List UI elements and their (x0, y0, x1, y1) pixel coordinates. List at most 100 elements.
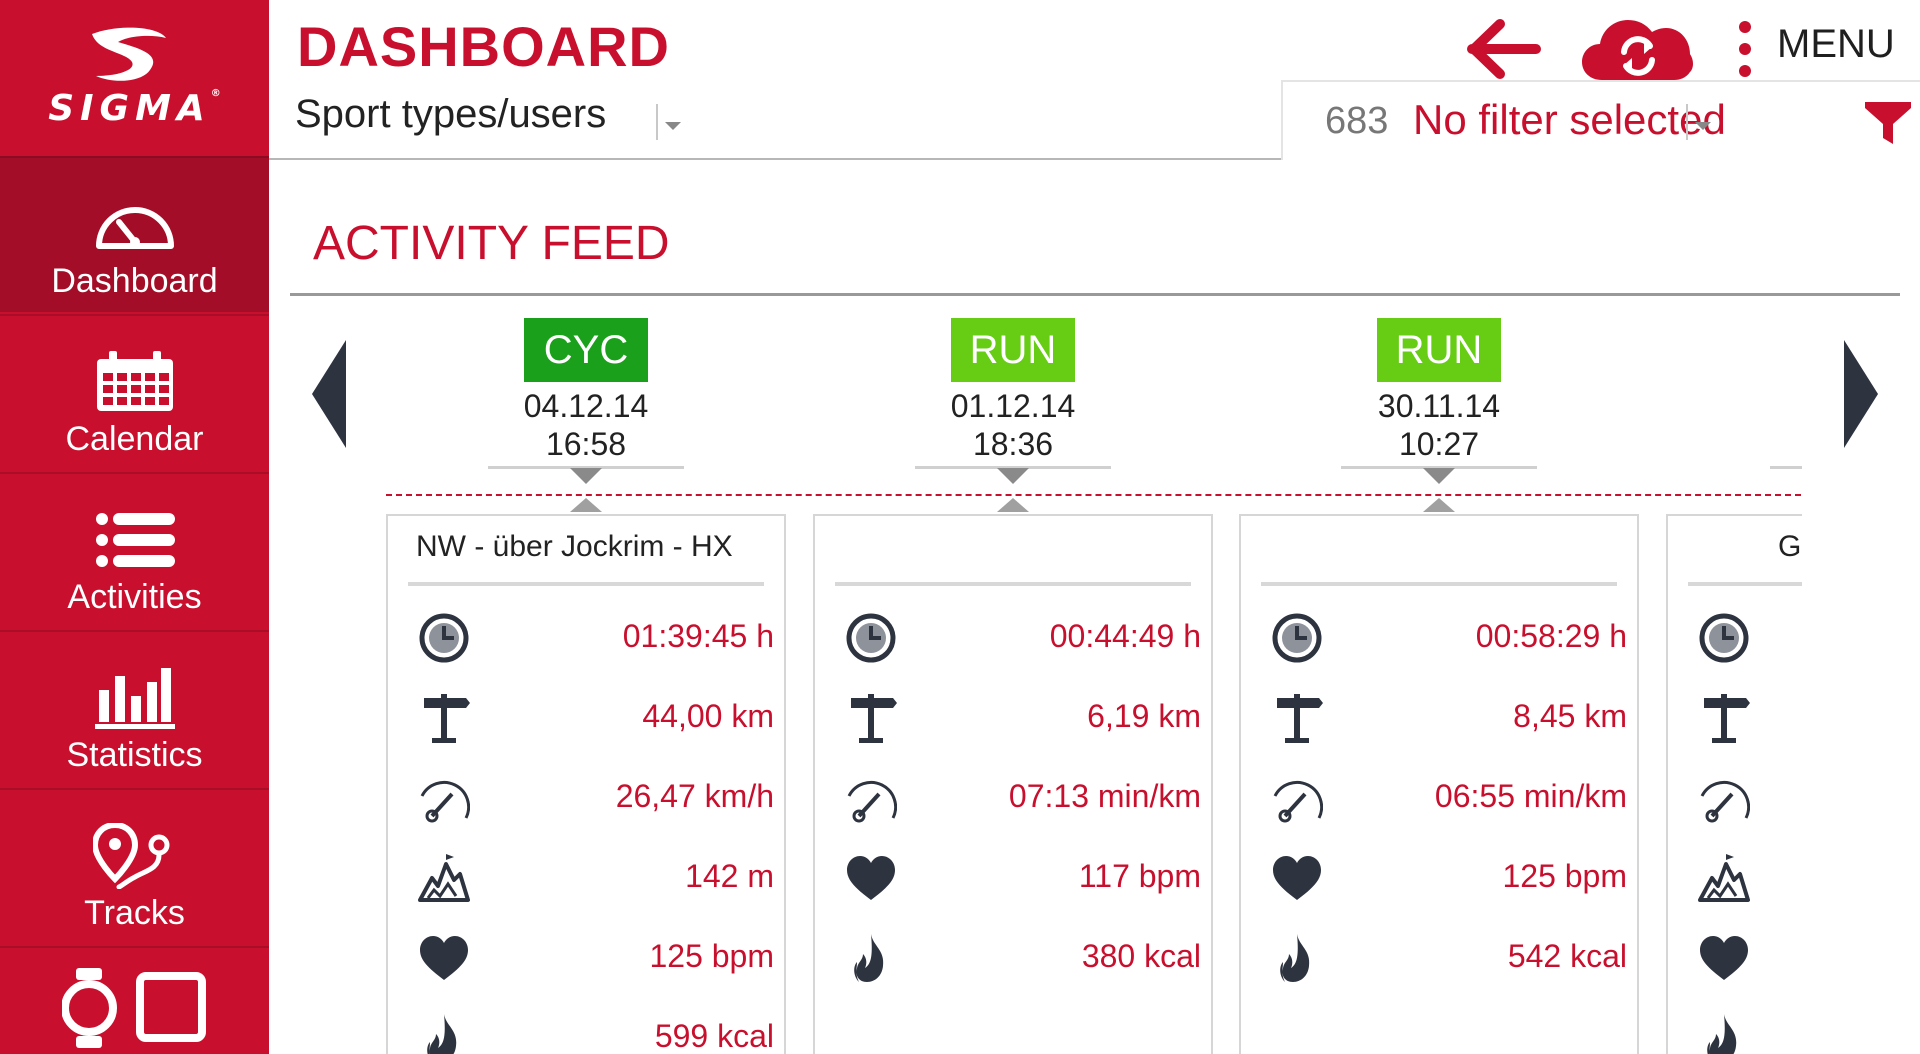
metric-value: 44,00 km (642, 698, 774, 734)
activity-card[interactable]: 00:58:29 h 8,45 km 06:55 min/km 125 bpm … (1239, 514, 1639, 1054)
gauge-icon (1273, 780, 1323, 823)
activity-item-partial[interactable]: G (1666, 318, 1802, 1054)
pointer-up-icon (997, 498, 1029, 512)
activity-item[interactable]: RUN 01.12.14 18:36 00:44:49 h 6,19 km 07… (813, 318, 1213, 1054)
sidebar-item-statistics[interactable]: Statistics (0, 630, 269, 786)
metric-pace: 06:55 min/km (1241, 756, 1641, 836)
sport-badge-running: RUN (951, 318, 1075, 382)
sport-type-select[interactable]: Sport types/users (295, 92, 607, 136)
gauge-icon (847, 780, 897, 823)
activity-card[interactable]: NW - über Jockrim - HX 01:39:45 h 44,00 … (386, 514, 786, 1054)
heart-icon (420, 936, 468, 980)
filter-select[interactable]: No filter selected (1413, 96, 1726, 143)
sidebar-item-calendar[interactable]: Calendar (0, 314, 269, 470)
activity-time: 18:36 (972, 426, 1054, 462)
metric-duration (1668, 596, 1802, 676)
activity-date: 30.11.14 (1377, 388, 1501, 424)
activity-header: RUN 30.11.14 10:27 (1239, 318, 1639, 512)
page-title: DASHBOARD (297, 15, 670, 78)
header-underline (1770, 466, 1802, 469)
feed-next-arrow-icon[interactable] (1844, 340, 1878, 448)
metric-distance: 44,00 km (388, 676, 788, 756)
menu-dots-icon[interactable] (1734, 20, 1756, 78)
activity-card[interactable]: G (1666, 514, 1802, 1054)
mountain-icon (1698, 854, 1750, 902)
flame-icon (1280, 934, 1310, 982)
heart-icon (1700, 936, 1748, 980)
header-underline (488, 466, 684, 469)
sigma-swoosh-icon (92, 27, 166, 81)
metric-value: 07:13 min/km (1008, 778, 1201, 814)
sidebar-item-dashboard[interactable]: Dashboard (0, 156, 269, 312)
heart-icon (1273, 856, 1321, 900)
metric-value: 125 bpm (1502, 858, 1627, 894)
timeline-line (386, 494, 1801, 496)
feed-title: ACTIVITY FEED (313, 217, 670, 270)
metric-value: 125 bpm (649, 938, 774, 974)
feed-divider (290, 293, 1900, 296)
activity-time: 10:27 (1398, 426, 1480, 462)
flame-icon (854, 934, 884, 982)
card-divider (408, 582, 764, 586)
activity-header: CYC 04.12.14 16:58 (386, 318, 786, 512)
signpost-icon (424, 694, 470, 743)
card-divider (835, 582, 1191, 586)
activity-item[interactable]: CYC 04.12.14 16:58 NW - über Jockrim - H… (386, 318, 786, 1054)
activity-count: 683 (1325, 100, 1389, 142)
sidebar: SIGMA® Dashboard (0, 0, 269, 1054)
sidebar-item-label: Tracks (84, 894, 185, 932)
dropdown-caret-icon[interactable] (655, 100, 685, 144)
activity-date: 04.12.14 (523, 388, 649, 424)
watch-device-icon (61, 968, 206, 1048)
gauge-icon (1700, 780, 1750, 823)
gauge-icon (420, 780, 470, 823)
pointer-down-icon (1423, 468, 1455, 484)
sidebar-item-activities[interactable]: Activities (0, 472, 269, 628)
metric-heart-rate: 117 bpm (815, 836, 1215, 916)
metric-heart-rate: 125 bpm (1241, 836, 1641, 916)
metric-speed: 26,47 km/h (388, 756, 788, 836)
feed-prev-arrow-icon[interactable] (312, 340, 346, 448)
flame-icon (1707, 1014, 1737, 1054)
brand-logo: SIGMA® (0, 0, 269, 156)
menu-button[interactable]: MENU (1777, 22, 1895, 66)
metric-value: 380 kcal (1081, 938, 1201, 974)
metric-calories: 380 kcal (815, 916, 1215, 996)
metric-distance (1668, 676, 1802, 756)
bar-chart-icon (94, 668, 175, 729)
header-underline (1341, 466, 1537, 469)
metric-altitude: 142 m (388, 836, 788, 916)
metric-value: 00:44:49 h (1049, 618, 1201, 654)
sidebar-item-tracks[interactable]: Tracks (0, 788, 269, 944)
activity-header: RUN 01.12.14 18:36 (813, 318, 1213, 512)
sidebar-item-devices[interactable] (0, 946, 269, 1054)
mountain-icon (418, 854, 470, 902)
metric-value: 599 kcal (654, 1018, 774, 1054)
filter-bar: 683 No filter selected (1281, 80, 1920, 160)
sidebar-item-label: Statistics (66, 736, 203, 774)
metric-calories: 542 kcal (1241, 916, 1641, 996)
activity-card[interactable]: 00:44:49 h 6,19 km 07:13 min/km 117 bpm … (813, 514, 1213, 1054)
cloud-sync-icon[interactable] (1582, 14, 1694, 82)
activity-item[interactable]: RUN 30.11.14 10:27 00:58:29 h 8,45 km 06… (1239, 318, 1639, 1054)
clock-icon (419, 613, 469, 663)
metric-value: 00:58:29 h (1475, 618, 1627, 654)
funnel-filter-icon[interactable] (1863, 98, 1913, 148)
brand-name: SIGMA® (48, 88, 221, 129)
calendar-icon (96, 351, 173, 411)
metric-duration: 00:44:49 h (815, 596, 1215, 676)
sidebar-item-label: Dashboard (51, 262, 218, 300)
filter-dropdown-caret-icon[interactable] (1685, 100, 1715, 144)
sport-badge-cycling: CYC (524, 318, 648, 382)
metric-value: 8,45 km (1513, 698, 1627, 734)
speedometer-icon (95, 207, 174, 249)
list-icon (95, 513, 175, 567)
back-arrow-icon[interactable] (1466, 18, 1542, 80)
sport-badge-running: RUN (1377, 318, 1501, 382)
card-divider (1261, 582, 1617, 586)
metric-value: 26,47 km/h (615, 778, 774, 814)
metric-distance: 6,19 km (815, 676, 1215, 756)
card-divider (1688, 582, 1802, 586)
metric-pace: 07:13 min/km (815, 756, 1215, 836)
